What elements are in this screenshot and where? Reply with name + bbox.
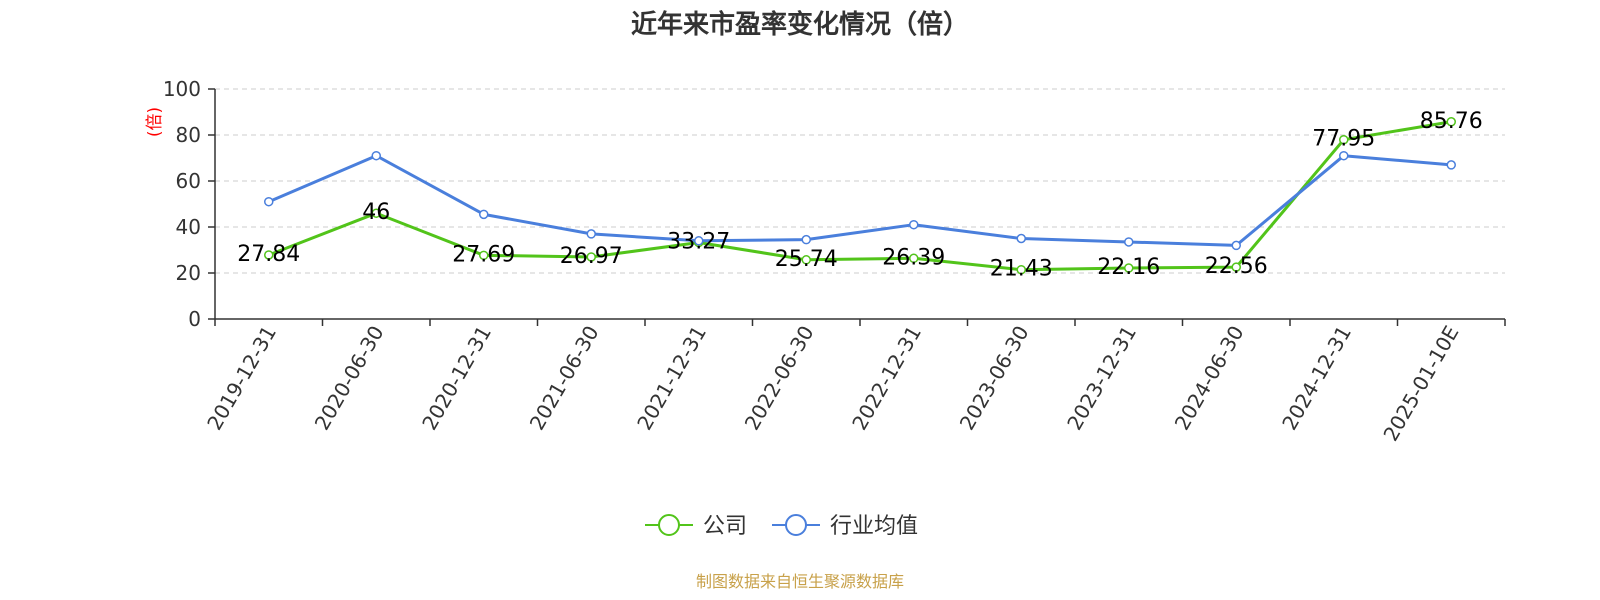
data-labels: 27.84 46 27.69 26.97 33.27 25.74 26.39 21.43 22.… — [237, 109, 1482, 282]
data-label: 27.69 — [452, 242, 515, 267]
legend[interactable]: 公司 行业均值 — [645, 514, 918, 539]
data-point[interactable] — [479, 250, 489, 261]
data-point[interactable] — [909, 219, 919, 230]
data-label: 33.27 — [667, 229, 730, 254]
data-point[interactable] — [1016, 264, 1026, 275]
data-point[interactable] — [371, 150, 381, 161]
legend-item-0[interactable]: 公司 — [645, 514, 747, 539]
data-point[interactable] — [586, 229, 596, 239]
data-point[interactable] — [371, 208, 381, 218]
data-label: 85.76 — [1420, 109, 1483, 134]
data-point[interactable] — [1124, 263, 1134, 273]
data-label: 21.43 — [990, 257, 1053, 282]
data-label: 22.56 — [1205, 254, 1268, 279]
x-tick-label: 2025-01-10E — [1378, 322, 1463, 446]
data-label: 27.84 — [237, 242, 300, 267]
data-label: 26.97 — [560, 244, 623, 269]
x-tick-label: 2023-12-31 — [1062, 322, 1141, 435]
data-point[interactable] — [1339, 150, 1349, 161]
y-tick-label: 60 — [176, 169, 201, 193]
data-point[interactable] — [479, 209, 489, 220]
x-tick-label: 2020-12-31 — [417, 322, 496, 435]
data-point[interactable] — [1446, 160, 1456, 170]
data-point[interactable] — [1124, 237, 1134, 247]
y-axis-label: (倍) — [145, 107, 165, 137]
data-point[interactable] — [1446, 117, 1456, 127]
x-tick-label: 2024-12-31 — [1277, 322, 1356, 435]
data-point[interactable] — [909, 253, 919, 264]
y-tick-label: 100 — [163, 77, 201, 101]
y-tick-label: 0 — [188, 307, 201, 331]
series-line-0 — [268, 120, 1452, 272]
data-point[interactable] — [1231, 262, 1241, 272]
legend-item-1[interactable]: 行业均值 — [772, 514, 918, 539]
data-point[interactable] — [1231, 240, 1241, 251]
grid-lines — [215, 88, 1505, 274]
x-tick-label: 2024-06-30 — [1170, 322, 1249, 435]
data-label: 77.95 — [1312, 127, 1375, 152]
x-tick-label: 2022-12-31 — [847, 322, 926, 435]
data-label: 22.16 — [1097, 255, 1160, 280]
data-point[interactable] — [801, 234, 811, 245]
x-tick-label: 2020-06-30 — [310, 322, 389, 435]
data-point[interactable] — [801, 255, 811, 265]
data-point[interactable] — [264, 196, 274, 207]
y-tick-label: 80 — [176, 123, 201, 147]
x-tick-label: 2019-12-31 — [202, 322, 281, 435]
legend-marker-icon — [658, 514, 680, 536]
chart-title: 近年来市盈率变化情况（倍） — [630, 10, 969, 40]
source-note: 制图数据来自恒生聚源数据库 — [695, 572, 904, 591]
legend-label: 行业均值 — [830, 514, 918, 539]
data-label: 25.74 — [775, 247, 838, 272]
y-tick-label: 20 — [176, 261, 201, 285]
legend-marker-icon — [785, 514, 807, 536]
y-tick-label: 40 — [176, 215, 201, 239]
series-lines — [264, 117, 1456, 275]
data-label: 26.39 — [882, 245, 945, 270]
series-line-1 — [268, 154, 1452, 247]
legend-label: 公司 — [703, 514, 747, 539]
data-point[interactable] — [694, 236, 704, 246]
data-point[interactable] — [1016, 233, 1026, 244]
data-point[interactable] — [586, 252, 596, 262]
data-point[interactable] — [264, 250, 274, 260]
x-tick-label: 2023-06-30 — [955, 322, 1034, 435]
data-point[interactable] — [1339, 134, 1349, 145]
x-tick-label: 2021-06-30 — [525, 322, 604, 435]
data-label: 46 — [362, 200, 390, 225]
x-tick-label: 2022-06-30 — [740, 322, 819, 435]
x-tick-label: 2021-12-31 — [632, 322, 711, 435]
